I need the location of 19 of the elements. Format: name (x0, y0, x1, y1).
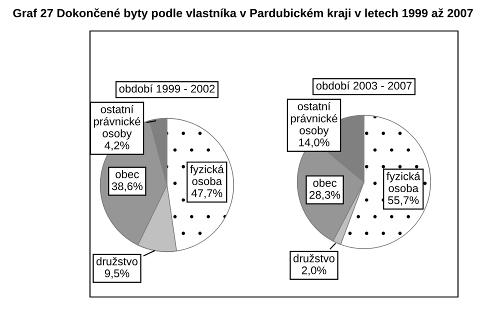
data-label: 55,7% (388, 196, 419, 206)
chart-title: Graf 27 Dokončené byty podle vlastníka v Pardubickém kraji v letech 1999 až 2007 (13, 8, 473, 20)
chart-subtitle: období 2003 - 2007 (316, 81, 412, 90)
slice-label: družstvo (293, 254, 335, 262)
data-label: 2,0% (302, 266, 326, 276)
slice-label: ostatní právnické osoby (94, 104, 140, 140)
chart-subtitle: období 1999 - 2002 (119, 84, 215, 93)
slice-label: obec (313, 178, 337, 187)
data-label: 4,2% (104, 141, 130, 151)
data-label: 28,3% (310, 190, 340, 200)
slice-label: fyzická osoba (190, 164, 224, 186)
slice-label: fyzická osoba (386, 172, 420, 192)
data-label: 47,7% (191, 189, 222, 198)
slice-label: družstvo (96, 257, 138, 266)
slice-label: obec (116, 170, 139, 178)
data-label: 38,6% (112, 182, 143, 192)
slice-label: ostatní právnické osoby (290, 102, 338, 137)
data-label: 9,5% (104, 269, 130, 279)
data-label: 14,0% (299, 138, 330, 148)
